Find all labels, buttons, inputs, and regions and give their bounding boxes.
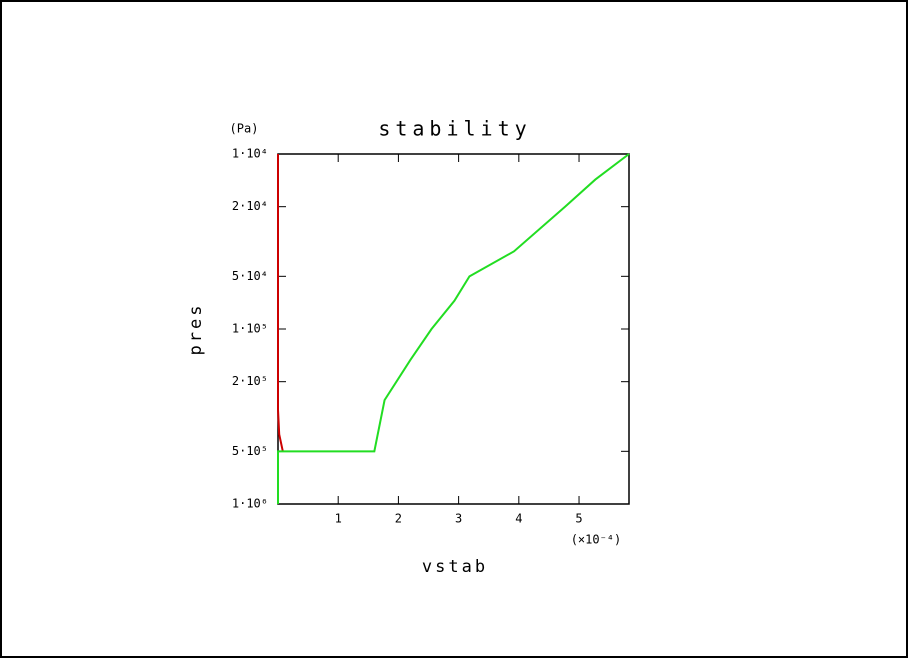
y-tick-label: 1·10⁶	[232, 497, 268, 511]
x-tick-label: 1	[335, 512, 342, 526]
x-scale-note: (×10⁻⁴)	[571, 533, 622, 547]
y-unit: (Pa)	[230, 122, 259, 136]
x-tick-label: 4	[515, 512, 522, 526]
y-label: pres	[186, 303, 206, 356]
x-tick-label: 5	[575, 512, 582, 526]
line	[277, 153, 630, 504]
x-label: vstab	[422, 557, 488, 577]
y-tick-label: 2·10⁴	[232, 199, 268, 213]
chart-title: stability	[378, 117, 531, 141]
y-tick-label: 5·10⁵	[232, 444, 268, 458]
y-tick-label: 1·10⁵	[232, 322, 268, 336]
line	[277, 154, 284, 452]
x-tick-label: 3	[455, 512, 462, 526]
x-tick-label: 2	[395, 512, 402, 526]
y-tick-label: 1·10⁴	[232, 147, 268, 161]
y-tick-label: 5·10⁴	[232, 269, 268, 283]
y-tick-label: 2·10⁵	[232, 374, 268, 388]
